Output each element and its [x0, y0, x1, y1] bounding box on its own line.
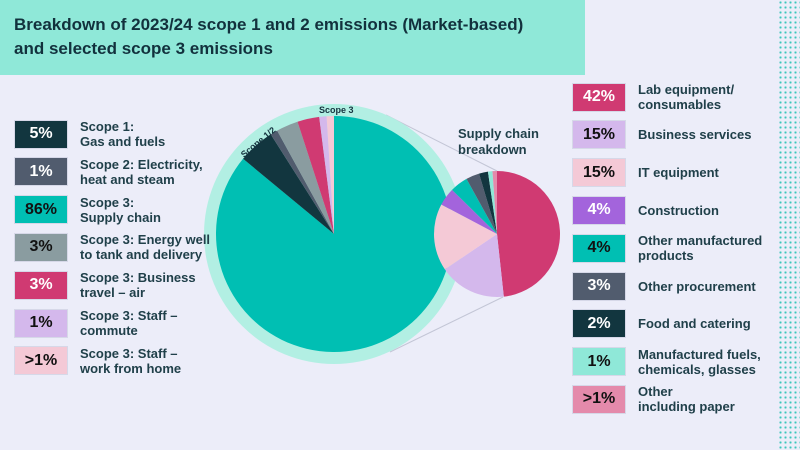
scope-slice: [319, 116, 334, 234]
supply-chain-slice: [466, 173, 497, 234]
scope-slice: [243, 134, 334, 234]
scope-slice: [297, 116, 334, 234]
scope-slice: [277, 121, 334, 234]
connector-line: [389, 296, 504, 353]
supply-chain-title: Supply chain breakdown: [458, 126, 539, 157]
scope-3-label: Scope 3: [319, 105, 354, 115]
supply-chain-slice: [487, 171, 497, 234]
supply-chain-slice: [479, 171, 497, 234]
supply-chain-slice: [434, 204, 497, 270]
scope-slice: [326, 116, 334, 234]
supply-chain-slice: [441, 189, 497, 234]
title-line-2: and selected scope 3 emissions: [14, 39, 273, 58]
dotted-decoration: [778, 0, 800, 450]
scope-slice: [270, 130, 334, 234]
connector-line: [385, 114, 498, 172]
supply-chain-slice: [497, 171, 560, 297]
supply-chain-slice: [492, 171, 497, 234]
supply-chain-slice: [452, 178, 497, 234]
title-banner: Breakdown of 2023/24 scope 1 and 2 emiss…: [0, 0, 585, 75]
supply-chain-slice: [444, 234, 504, 297]
title-line-1: Breakdown of 2023/24 scope 1 and 2 emiss…: [14, 15, 524, 34]
